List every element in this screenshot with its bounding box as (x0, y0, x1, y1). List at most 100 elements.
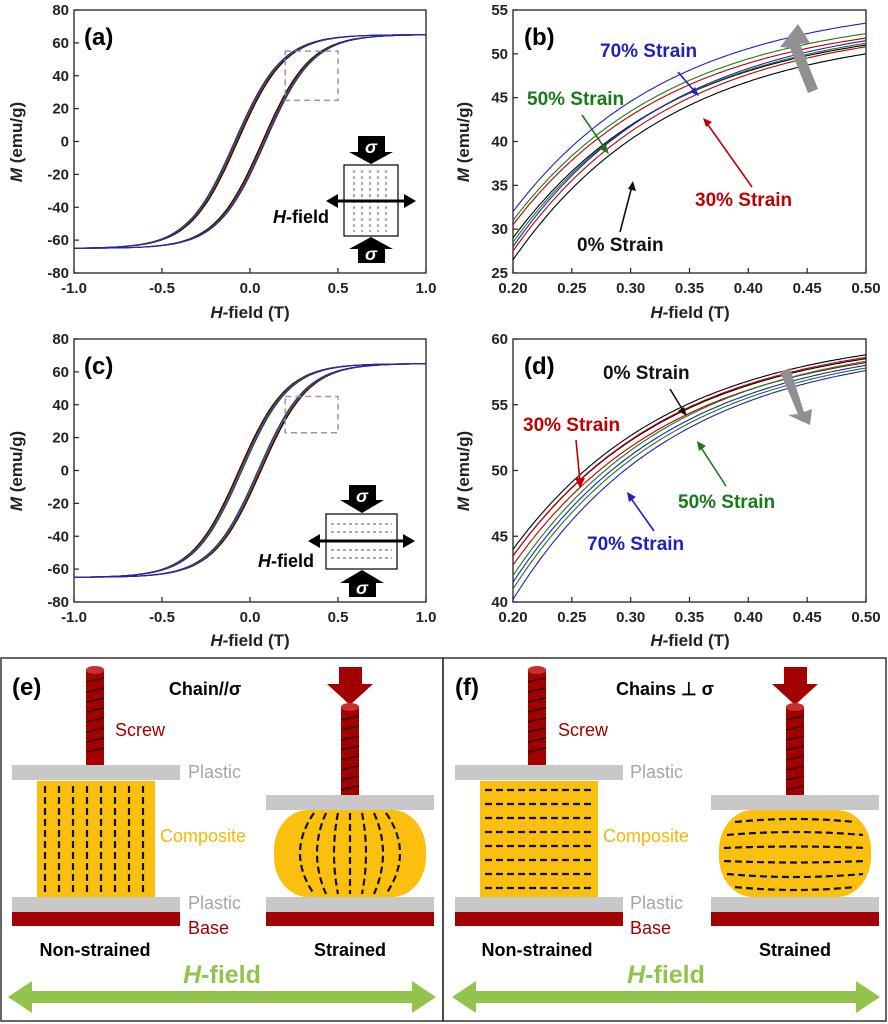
y-tick-label: 20 (52, 101, 69, 118)
x-tick-label: -1.0 (61, 609, 87, 626)
x-tick-label: 0.35 (675, 280, 704, 297)
series-line (512, 356, 867, 557)
x-tick-label: -1.0 (61, 280, 87, 297)
label-composite: Composite (160, 826, 246, 846)
plastic-top (455, 765, 623, 780)
annotation-0: 0% Strain (577, 235, 664, 256)
annotation-arrowhead (628, 181, 636, 191)
x-tick-label: 0.30 (616, 280, 645, 297)
composite-bulged (719, 810, 871, 897)
annotation-arrowhead (600, 145, 609, 154)
y-tick-label: 40 (52, 68, 69, 85)
annotation-50: 50% Strain (527, 89, 624, 110)
y-tick-label: 35 (491, 177, 508, 194)
x-tick-label: 0.0 (240, 609, 261, 626)
sigma-arrow-bottom (349, 237, 393, 263)
x-tick-label: 0.25 (557, 609, 586, 626)
y-tick-label: 45 (491, 90, 508, 107)
x-axis-label: H-field (T) (650, 631, 729, 650)
axis-ticks: 0.20 0.25 0.30 0.35 0.40 0.45 0.50 25 30 35 40 45 50… (491, 2, 880, 297)
x-axis-label: H-field (T) (210, 631, 289, 650)
y-tick-label: 25 (491, 265, 508, 282)
sigma-bottom: σ (365, 244, 378, 264)
diagram-f: (f) Chains ⊥ σ Screw Plastic Co (442, 657, 887, 1022)
sigma-arrow-top (340, 485, 384, 513)
label-plastic-bottom: Plastic (188, 893, 241, 913)
series-line (512, 44, 867, 239)
y-tick-label: 0 (61, 463, 69, 480)
series-line (512, 354, 867, 550)
y-tick-label: 30 (491, 221, 508, 238)
y-tick-label: 40 (491, 594, 508, 611)
plastic-bottom (266, 897, 434, 912)
label-base: Base (188, 918, 229, 938)
diagram-e: (e) Chain//σ Screw Plastic (0, 657, 444, 1022)
diagram-frame (442, 657, 887, 1022)
y-tick-label: 50 (491, 46, 508, 63)
annotation-arrowhead (690, 87, 699, 96)
x-tick-label: 0.25 (557, 280, 586, 297)
panel-label: (b) (524, 24, 555, 51)
x-tick-label: 1.0 (416, 609, 437, 626)
sigma-arrow-top (349, 136, 393, 164)
panel-c: -1.0 -0.5 0.0 0.5 1.0 -80 -60 -40 -20 0 20 40 60 80 (… (7, 331, 436, 650)
screw-threads (340, 715, 360, 791)
diagram-title: Chain//σ (169, 679, 241, 699)
strained-assembly (711, 667, 879, 926)
axis-ticks: -1.0 -0.5 0.0 0.5 1.0 -80 -60 -40 -20 0 20 40 60 80 (47, 2, 436, 297)
x-tick-label: 0.35 (675, 609, 704, 626)
x-tick-label: 0.5 (328, 609, 349, 626)
annotation-50: 50% Strain (678, 492, 775, 513)
screw-threads (527, 677, 547, 753)
series-line (512, 22, 867, 212)
screw-cap (786, 703, 804, 711)
x-tick-label: 1.0 (416, 280, 437, 297)
field-arrowhead-left (452, 981, 476, 1013)
panel-label: (c) (84, 353, 113, 380)
zoom-box (284, 395, 339, 434)
composite (37, 781, 155, 897)
y-tick-label: 60 (52, 364, 69, 381)
axis-ticks: -1.0 -0.5 0.0 0.5 1.0 -80 -60 -40 -20 0 20 40 60 80 (47, 331, 436, 626)
base (711, 912, 879, 926)
field-arrowhead-right (404, 194, 416, 208)
label-screw: Screw (558, 720, 609, 740)
x-axis-label: H-field (T) (210, 303, 289, 322)
y-tick-label: -20 (47, 166, 69, 183)
y-tick-label: -80 (47, 265, 69, 282)
y-tick-label: 0 (61, 134, 69, 151)
caption-strained: Strained (314, 940, 386, 960)
series-line (512, 40, 867, 248)
trend-arrow (780, 24, 818, 93)
series-group (73, 363, 427, 578)
annotation-arrow (669, 388, 685, 413)
plastic-bottom (711, 897, 879, 912)
y-tick-label: 80 (52, 331, 69, 348)
chains-bulged (298, 812, 402, 895)
series-line (512, 367, 867, 590)
y-tick-label: -40 (47, 199, 69, 216)
plastic-bottom (455, 897, 623, 912)
inset-diagram: σ σ H-field (273, 136, 416, 264)
inset-diagram: σ σ H-field (258, 485, 415, 598)
annotation-arrowhead (703, 118, 712, 127)
press-arrow (327, 667, 373, 705)
caption-strained: Strained (759, 940, 831, 960)
annotation-arrow (619, 185, 633, 233)
chains-bulged-horizontal (723, 817, 867, 892)
strained-assembly (266, 667, 434, 926)
field-arrowhead-right (856, 981, 880, 1013)
screw (786, 707, 804, 795)
y-tick-label: -40 (47, 528, 69, 545)
base (266, 912, 434, 926)
diagram-title: Chains ⊥ σ (616, 679, 714, 699)
annotation-arrow (705, 121, 753, 188)
series-line (512, 362, 867, 566)
annotation-arrowhead (697, 441, 706, 451)
y-tick-label: 55 (491, 2, 508, 19)
y-tick-label: 40 (491, 134, 508, 151)
x-tick-label: 0.5 (328, 280, 349, 297)
base (12, 912, 180, 926)
y-tick-label: -80 (47, 594, 69, 611)
y-tick-label: -60 (47, 561, 69, 578)
